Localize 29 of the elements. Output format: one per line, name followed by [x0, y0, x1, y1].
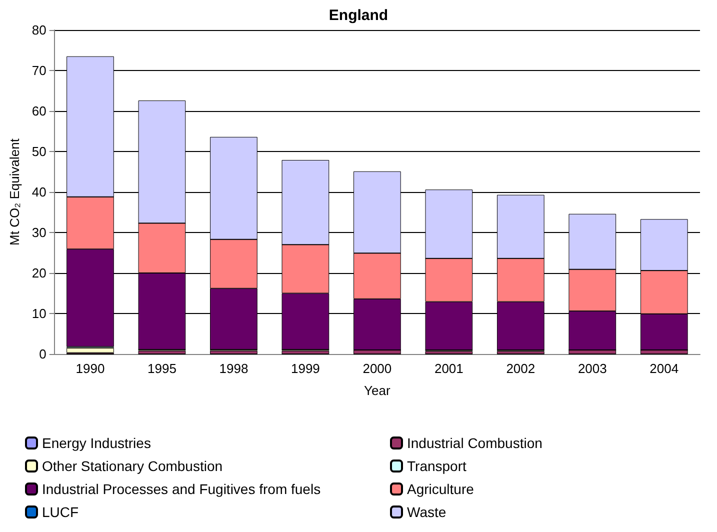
x-axis-title: Year: [364, 383, 391, 398]
x-tick-label: 2001: [434, 361, 464, 376]
legend-label: Other Stationary Combustion: [42, 458, 223, 474]
chart-title: England: [328, 7, 388, 24]
legend-label: Energy Industries: [42, 435, 151, 451]
y-tick-label: 40: [32, 184, 46, 200]
y-tick-label: 30: [32, 225, 46, 240]
legend-label: Waste: [407, 504, 446, 520]
x-tick-label: 1998: [219, 361, 248, 376]
legend-label: Industrial Processes and Fugitives from fuels: [42, 481, 321, 497]
legend-label: Transport: [407, 458, 466, 474]
y-tick-label: 70: [32, 63, 46, 78]
y-tick-label: 60: [32, 104, 46, 118]
y-tick-label: 0: [39, 346, 46, 362]
x-tick-label: 1995: [148, 361, 176, 376]
y-tick-label: 20: [32, 266, 46, 280]
x-tick-label: 2000: [362, 361, 392, 376]
y-tick-label: 50: [32, 144, 46, 159]
x-tick-label: 1999: [290, 361, 320, 376]
y-tick-label: 10: [32, 306, 46, 321]
y-axis-title: Mt CO₂ Equivalent: [7, 138, 22, 246]
legend-label: Agriculture: [407, 481, 474, 497]
x-tick-label: 1990: [76, 361, 105, 376]
x-tick-label: 2002: [506, 361, 536, 376]
x-tick-label: 2003: [578, 361, 607, 376]
y-tick-label: 80: [32, 22, 46, 38]
legend-label: Industrial Combustion: [407, 435, 542, 451]
legend-label: LUCF: [42, 504, 79, 520]
x-tick-label: 2004: [650, 361, 679, 376]
